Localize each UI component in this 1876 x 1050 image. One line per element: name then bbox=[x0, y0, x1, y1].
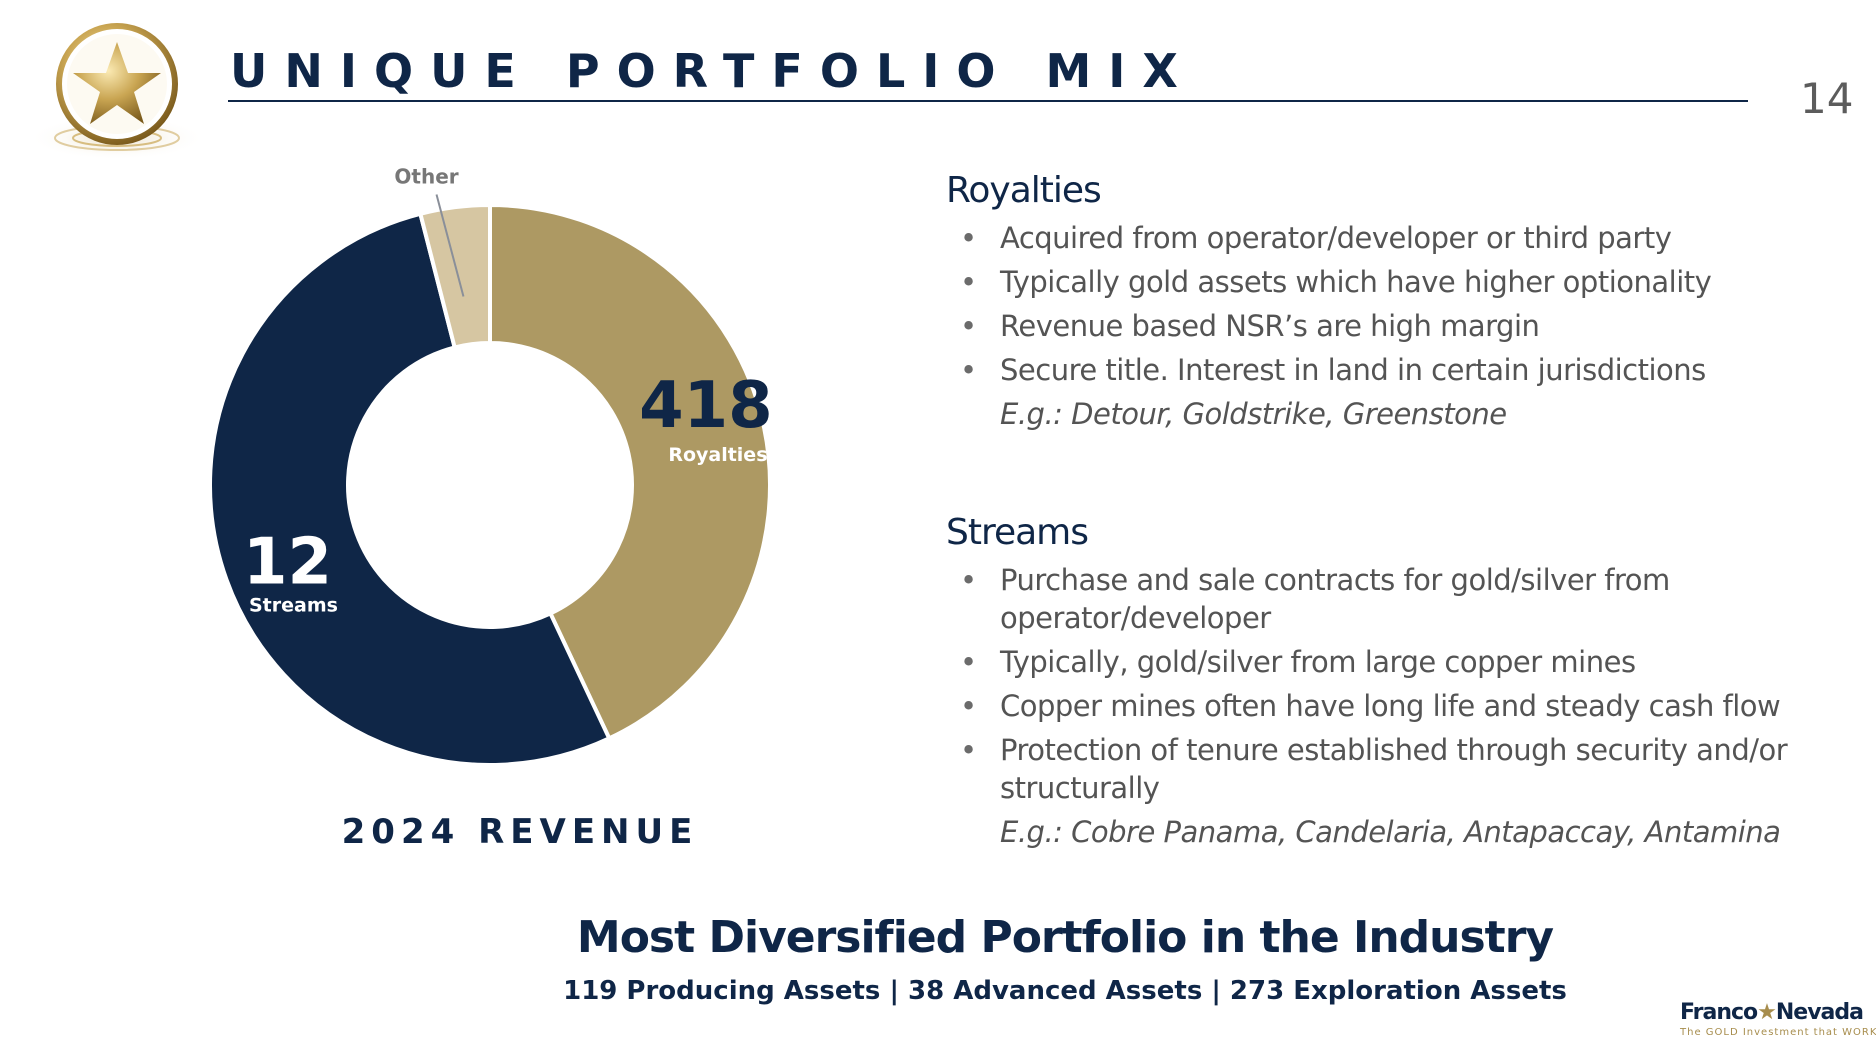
royalties-bullet: • Secure title. Interest in land in certa… bbox=[960, 353, 1706, 387]
page-number: 14 bbox=[1800, 74, 1854, 123]
slice-streams bbox=[208, 211, 612, 767]
bullet-dot-icon: • bbox=[960, 645, 977, 679]
footer-asset-counts: 119 Producing Assets | 38 Advanced Asset… bbox=[563, 976, 1567, 1006]
footer-heading: Most Diversified Portfolio in the Indust… bbox=[576, 912, 1554, 963]
title-rule bbox=[228, 100, 1748, 102]
brand-star-icon: ★ bbox=[1757, 1000, 1777, 1025]
bullet-dot-icon: • bbox=[960, 221, 977, 255]
brand-name-right: Nevada bbox=[1775, 1000, 1864, 1025]
royalties-heading: Royalties bbox=[946, 170, 1102, 211]
other-leader-line bbox=[435, 194, 465, 297]
royalties-bullet: • Acquired from operator/developer or thi… bbox=[960, 221, 1672, 255]
streams-example: E.g.: Cobre Panama, Candelaria, Antapacc… bbox=[1000, 815, 1781, 849]
streams-heading: Streams bbox=[946, 512, 1089, 553]
streams-text-label: Streams bbox=[249, 594, 338, 616]
streams-bullet: • Purchase and sale contracts for gold/si… bbox=[960, 563, 1670, 635]
streams-bullet: • Typically, gold/silver from large coppe… bbox=[960, 645, 1636, 679]
brand-tagline: The GOLD Investment that WORKS bbox=[1680, 1027, 1876, 1038]
royalties-text-label: Royalties bbox=[668, 444, 767, 466]
bullet-dot-icon: • bbox=[960, 265, 977, 299]
bullet-dot-icon: • bbox=[960, 353, 977, 387]
royalties-section: Royalties • Acquired from operator/develo… bbox=[946, 170, 1846, 433]
brand-logo: Franco★Nevada The GOLD Investment that W… bbox=[1680, 1000, 1876, 1046]
brand-name: Franco★Nevada bbox=[1680, 1000, 1864, 1025]
streams-bullet: • Protection of tenure established throug… bbox=[960, 733, 1788, 805]
royalties-value-label: 418 bbox=[639, 369, 773, 443]
streams-bullet: • Copper mines often have long life and s… bbox=[960, 689, 1781, 723]
brand-name-left: Franco bbox=[1680, 1000, 1758, 1025]
royalties-bullet: • Revenue based NSR’s are high margin bbox=[960, 309, 1540, 343]
other-text-label: Other bbox=[394, 164, 458, 188]
slice-royalties bbox=[488, 202, 772, 742]
bullet-dot-icon: • bbox=[960, 563, 977, 597]
royalties-bullet-list: • Acquired from operator/developer or thi… bbox=[946, 219, 1846, 389]
bullet-dot-icon: • bbox=[960, 309, 977, 343]
slice-other bbox=[417, 202, 492, 350]
royalties-example: E.g.: Detour, Goldstrike, Greenstone bbox=[1000, 397, 1507, 431]
bullet-dot-icon: • bbox=[960, 689, 977, 723]
chart-title: 2024 REVENUE bbox=[341, 812, 699, 852]
streams-bullet-list: • Purchase and sale contracts for gold/si… bbox=[946, 561, 1846, 807]
streams-section: Streams • Purchase and sale contracts for… bbox=[946, 512, 1846, 851]
gold-star-icon bbox=[29, 23, 205, 160]
streams-value-label: 12 bbox=[243, 525, 332, 599]
bullet-dot-icon: • bbox=[960, 733, 977, 767]
royalties-bullet: • Typically gold assets which have higher… bbox=[960, 265, 1712, 299]
page-title: UNIQUE PORTFOLIO MIX bbox=[230, 44, 1195, 98]
